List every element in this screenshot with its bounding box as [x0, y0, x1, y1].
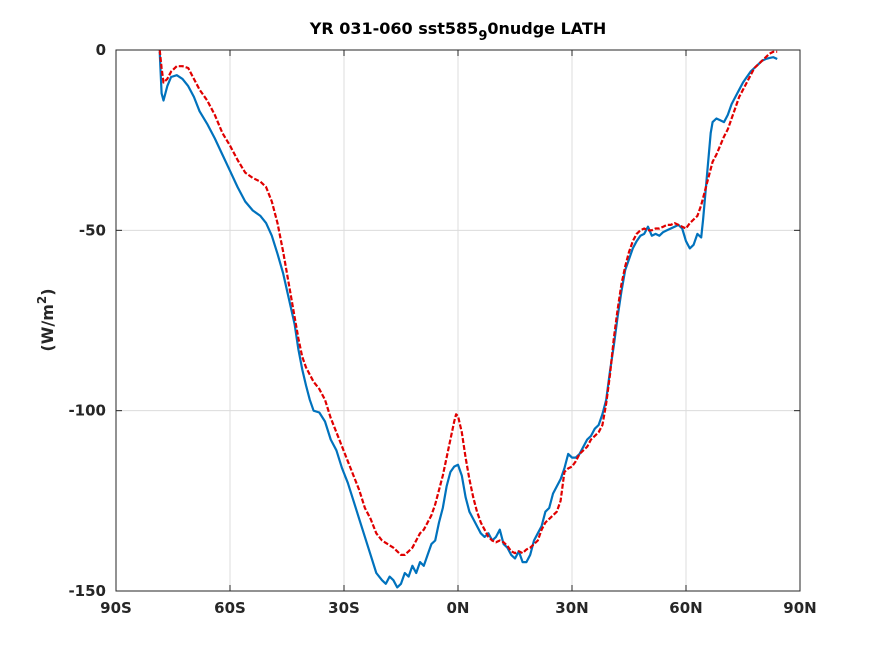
- y-tick-label: -50: [79, 221, 106, 239]
- y-axis-label-rest: ): [38, 288, 57, 295]
- series-line-2: [158, 49, 778, 556]
- y-tick-label: 0: [96, 41, 106, 59]
- x-tick-label: 60S: [214, 599, 246, 617]
- y-tick-label: -150: [68, 582, 106, 600]
- x-tick-label: 90S: [100, 599, 132, 617]
- y-axis-label: (W/m2): [35, 288, 57, 351]
- chart-title: YR 031-060 sst58590nudge LATH: [309, 19, 607, 44]
- series-lines: [158, 49, 778, 589]
- chart-title-main: YR 031-060 sst585: [309, 19, 479, 38]
- x-tick-label: 0N: [447, 599, 470, 617]
- x-tick-label: 90N: [783, 599, 816, 617]
- grid-lines: [116, 50, 800, 591]
- y-tick-label: -100: [68, 402, 106, 420]
- x-tick-label: 30S: [328, 599, 360, 617]
- y-axis-label-superscript: 2: [35, 296, 49, 304]
- x-tick-label: 30N: [555, 599, 588, 617]
- chart-title-subscript: 9: [478, 29, 487, 44]
- y-axis-label-main: (W/m: [38, 304, 57, 351]
- axis-ticks: 90S 60S 30S 0N 30N 60N 90N 0 -50 -100 -150: [68, 41, 816, 617]
- chart-title-rest: 0nudge LATH: [487, 19, 606, 38]
- x-tick-label: 60N: [669, 599, 702, 617]
- series-line-1: [158, 51, 778, 589]
